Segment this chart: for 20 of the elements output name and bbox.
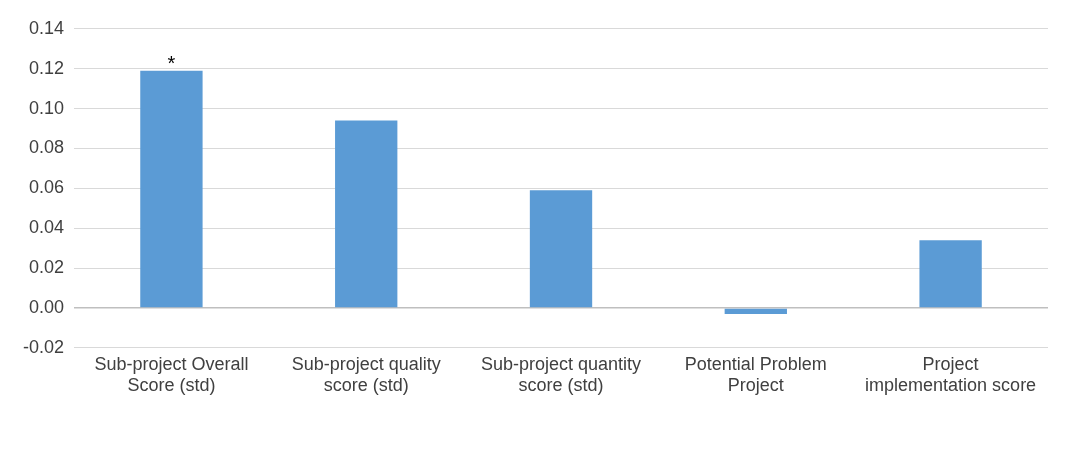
y-tick-label: 0.08 <box>28 137 65 158</box>
x-tick-label: Sub-project quantity score (std) <box>480 353 642 396</box>
x-tick-label: Sub-project Overall Score (std) <box>94 353 249 396</box>
bar <box>724 308 787 314</box>
y-tick-label: 0.00 <box>28 296 65 317</box>
bar <box>335 120 398 308</box>
bar <box>529 190 593 308</box>
bar <box>919 240 982 308</box>
bar <box>140 70 203 308</box>
y-tick-label: 0.14 <box>28 17 65 38</box>
y-tick-label: 0.04 <box>28 217 65 238</box>
y-tick-label: -0.02 <box>23 336 65 357</box>
x-tick-label: Potential Problem Project <box>684 353 827 396</box>
y-tick-label: 0.02 <box>28 257 65 278</box>
x-tick-label: Project implementation score <box>865 353 1037 396</box>
y-tick-label: 0.06 <box>28 177 65 198</box>
annotation: * <box>167 52 176 75</box>
y-tick-label: 0.10 <box>28 97 65 118</box>
x-tick-label: Sub-project quality score (std) <box>291 353 441 396</box>
y-tick-label: 0.12 <box>28 57 65 78</box>
